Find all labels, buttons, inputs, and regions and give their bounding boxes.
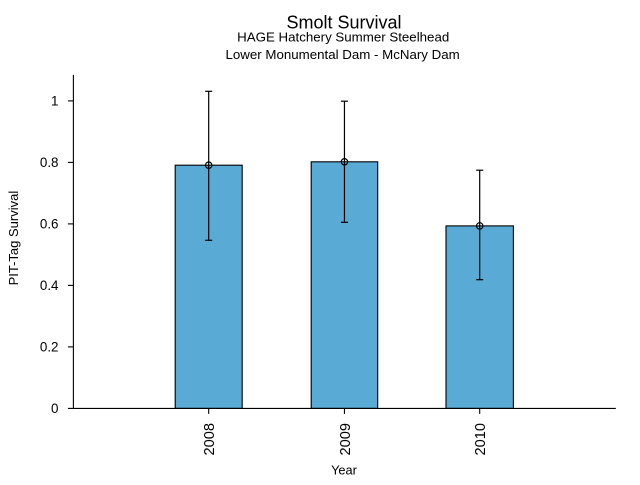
svg-text:0.6: 0.6 bbox=[40, 217, 59, 232]
svg-text:Lower Monumental Dam - McNary: Lower Monumental Dam - McNary Dam bbox=[225, 47, 459, 62]
svg-text:0.8: 0.8 bbox=[40, 155, 59, 170]
svg-text:PIT-Tag Survival: PIT-Tag Survival bbox=[6, 191, 21, 286]
svg-text:0.4: 0.4 bbox=[40, 278, 59, 293]
svg-text:0: 0 bbox=[51, 401, 58, 416]
svg-text:2010: 2010 bbox=[473, 423, 489, 455]
svg-text:1: 1 bbox=[51, 94, 58, 109]
svg-text:0.2: 0.2 bbox=[40, 340, 59, 355]
svg-text:Smolt Survival: Smolt Survival bbox=[286, 12, 401, 32]
svg-text:Year: Year bbox=[331, 462, 358, 477]
svg-text:2009: 2009 bbox=[338, 423, 354, 455]
svg-text:2008: 2008 bbox=[202, 423, 218, 455]
svg-text:HAGE Hatchery Summer Steelhead: HAGE Hatchery Summer Steelhead bbox=[237, 29, 449, 44]
